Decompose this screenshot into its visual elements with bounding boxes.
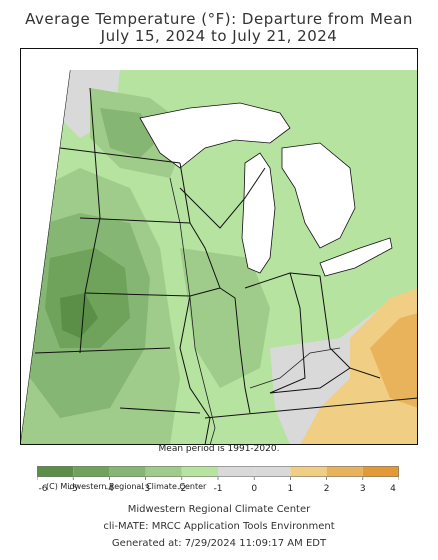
lake-huron [281, 142, 356, 249]
lake-superior [139, 102, 291, 169]
warm-zone-plus2 [300, 288, 418, 445]
legend-outline [37, 466, 399, 477]
footer-tool-name: cli-MATE: MRCC Application Tools Environ… [103, 521, 335, 532]
footer-organization: Midwestern Regional Climate Center [127, 504, 311, 515]
legend-swatch [181, 466, 218, 477]
map-title: Average Temperature (°F): Departure from… [25, 10, 413, 28]
legend-swatch [73, 466, 110, 477]
legend-tick-label: -5 [69, 484, 78, 494]
legend-tick-label: -4 [105, 484, 114, 494]
warm-zone-plus3 [370, 313, 418, 408]
cool-zone-minus3-central [180, 248, 270, 388]
legend-swatch [254, 466, 291, 477]
legend-swatch [290, 466, 327, 477]
rivers [169, 177, 341, 445]
map-date-range: July 15, 2024 to July 21, 2024 [100, 27, 338, 45]
legend-tick-label: -3 [141, 484, 150, 494]
legend-tick-label: 3 [360, 484, 366, 494]
legend-swatch [37, 466, 74, 477]
mean-period-note: Mean period is 1991-2020. [158, 444, 280, 454]
legend-tick-label: -2 [177, 484, 186, 494]
color-legend: -6 -5 -4 -3 -2 -1 0 1 2 3 4 [36, 466, 400, 494]
cool-zone-minus6 [60, 293, 98, 338]
legend-swatch [145, 466, 182, 477]
legend-tick-label: 4 [390, 484, 396, 494]
footer-generated-time: Generated at: 7/29/2024 11:09:17 AM EDT [111, 538, 327, 549]
temperature-departure-map: (C) Midwestern Regional Climate Center [20, 48, 418, 492]
legend-tick-label: 0 [251, 484, 257, 494]
map-border [20, 48, 418, 445]
legend-tick-label: 1 [288, 484, 294, 494]
legend-swatch [218, 466, 255, 477]
lake-michigan [241, 152, 276, 274]
legend-swatch [362, 466, 399, 477]
legend-tick-label: -1 [214, 484, 223, 494]
legend-swatch [109, 466, 146, 477]
legend-tick-label: -6 [39, 484, 48, 494]
lake-erie [319, 237, 393, 277]
legend-tick-label: 2 [324, 484, 330, 494]
state-borders [20, 70, 418, 445]
map-copyright: (C) Midwestern Regional Climate Center [44, 481, 209, 492]
legend-swatch [326, 466, 363, 477]
